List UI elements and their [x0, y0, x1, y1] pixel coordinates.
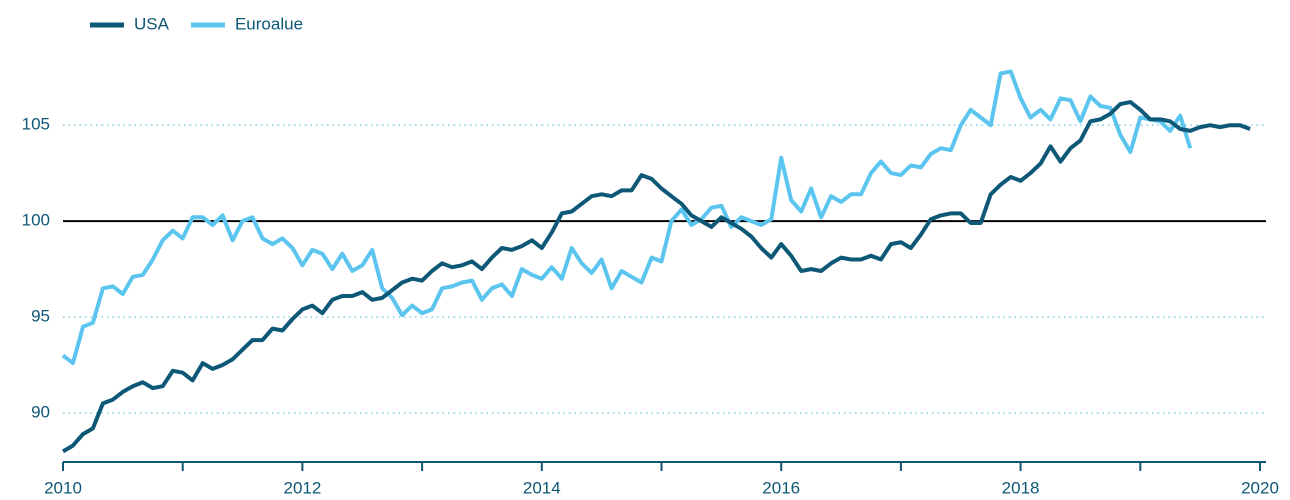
x-tick-label: 2014 [523, 478, 561, 497]
y-tick-label: 100 [22, 211, 50, 230]
x-tick-label: 2012 [283, 478, 321, 497]
y-tick-label: 105 [22, 115, 50, 134]
y-tick-label: 90 [31, 403, 50, 422]
series-line [61, 69, 1193, 366]
x-tick-label: 2016 [762, 478, 800, 497]
x-tick-label: 2018 [1002, 478, 1040, 497]
x-tick-label: 2010 [44, 478, 82, 497]
x-tick-label: 2020 [1241, 478, 1279, 497]
y-tick-label: 95 [31, 307, 50, 326]
legend-label: Euroalue [235, 14, 303, 33]
series-line [61, 100, 1251, 454]
legend-label: USA [134, 14, 170, 33]
